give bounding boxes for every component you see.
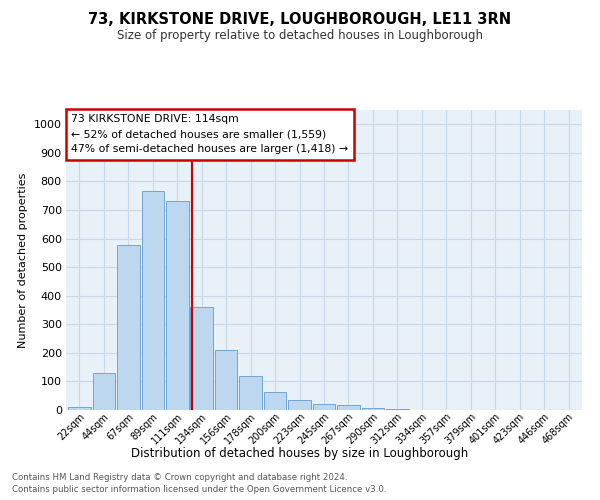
Bar — [68, 407, 91, 410]
Bar — [142, 190, 164, 410]
Bar — [264, 392, 286, 410]
Bar — [190, 306, 213, 410]
Text: 73, KIRKSTONE DRIVE, LOUGHBOROUGH, LE11 3RN: 73, KIRKSTONE DRIVE, LOUGHBOROUGH, LE11 … — [88, 12, 512, 28]
Bar — [337, 405, 360, 410]
Text: Distribution of detached houses by size in Loughborough: Distribution of detached houses by size … — [131, 448, 469, 460]
Bar — [215, 350, 238, 410]
Bar — [92, 374, 115, 410]
Y-axis label: Number of detached properties: Number of detached properties — [18, 172, 28, 348]
Bar — [362, 408, 384, 410]
Bar — [117, 245, 140, 410]
Bar — [239, 376, 262, 410]
Text: Contains HM Land Registry data © Crown copyright and database right 2024.: Contains HM Land Registry data © Crown c… — [12, 472, 347, 482]
Bar — [386, 408, 409, 410]
Text: 73 KIRKSTONE DRIVE: 114sqm
← 52% of detached houses are smaller (1,559)
47% of s: 73 KIRKSTONE DRIVE: 114sqm ← 52% of deta… — [71, 114, 348, 154]
Text: Size of property relative to detached houses in Loughborough: Size of property relative to detached ho… — [117, 29, 483, 42]
Bar — [313, 404, 335, 410]
Bar — [166, 202, 188, 410]
Text: Contains public sector information licensed under the Open Government Licence v3: Contains public sector information licen… — [12, 485, 386, 494]
Bar — [288, 400, 311, 410]
